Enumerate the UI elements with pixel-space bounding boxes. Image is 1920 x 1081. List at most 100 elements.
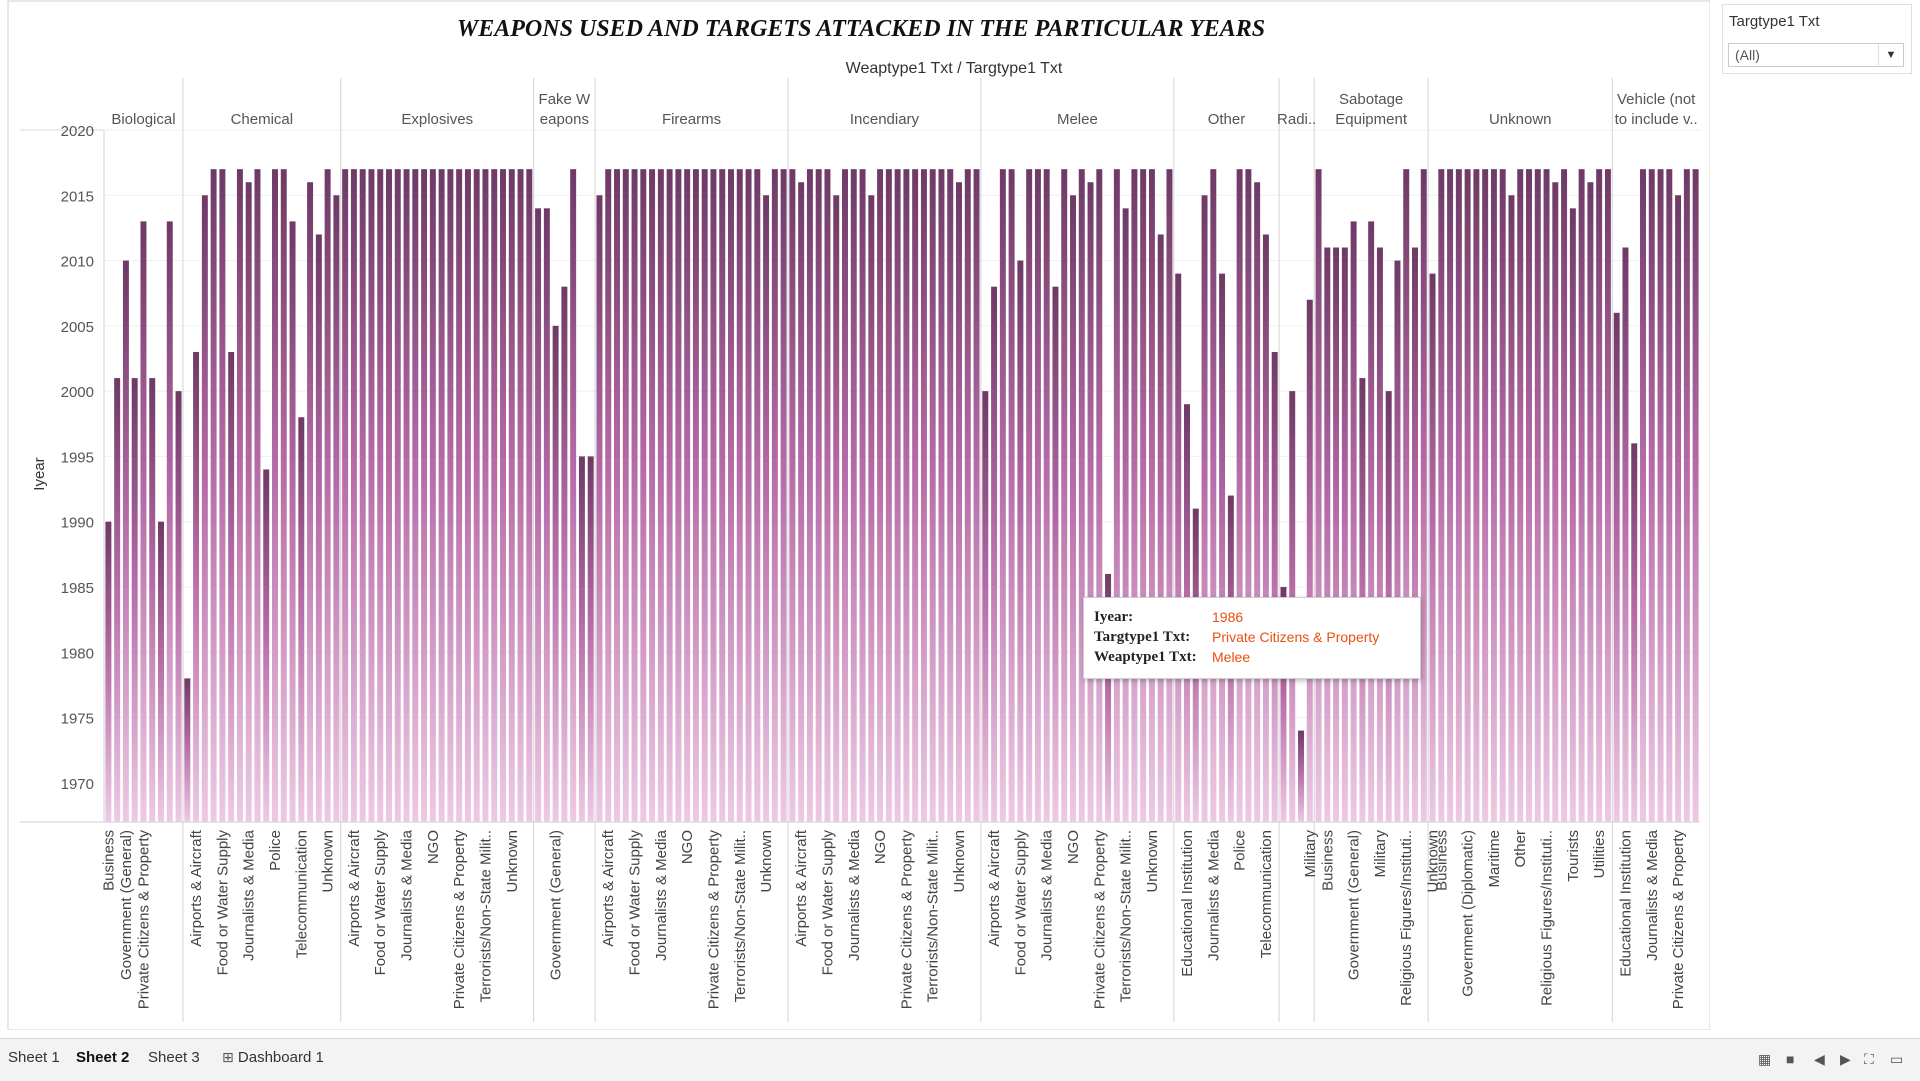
bar[interactable] xyxy=(947,169,954,823)
bar[interactable] xyxy=(552,325,559,822)
bar[interactable] xyxy=(307,182,314,822)
bar[interactable] xyxy=(929,169,936,823)
bar[interactable] xyxy=(1175,273,1182,822)
bar[interactable] xyxy=(1526,169,1532,823)
bar[interactable] xyxy=(324,169,331,823)
tab-sheet-2[interactable]: Sheet 2 xyxy=(76,1049,130,1066)
bar[interactable] xyxy=(903,169,910,823)
bar[interactable] xyxy=(1219,273,1226,822)
bar[interactable] xyxy=(1675,195,1682,822)
bar[interactable] xyxy=(1455,169,1462,823)
bar[interactable] xyxy=(982,391,989,822)
bar[interactable] xyxy=(245,182,252,822)
bar[interactable] xyxy=(842,169,848,823)
bar[interactable] xyxy=(1490,169,1497,823)
bar[interactable] xyxy=(675,169,682,823)
bar[interactable] xyxy=(166,221,173,822)
bar[interactable] xyxy=(1157,234,1164,823)
bar[interactable] xyxy=(131,378,138,822)
bar[interactable] xyxy=(1613,312,1620,822)
bar[interactable] xyxy=(1113,169,1120,823)
bar[interactable] xyxy=(508,169,515,823)
bar[interactable] xyxy=(500,169,506,823)
bar[interactable] xyxy=(1271,351,1278,822)
bar[interactable] xyxy=(1280,586,1287,822)
bar[interactable] xyxy=(1552,182,1559,822)
bar[interactable] xyxy=(464,169,471,823)
bar[interactable] xyxy=(789,169,796,823)
bar[interactable] xyxy=(1262,234,1269,823)
bar[interactable] xyxy=(333,195,340,822)
bar[interactable] xyxy=(1648,169,1655,823)
bar[interactable] xyxy=(1166,169,1173,823)
bar[interactable] xyxy=(298,417,305,822)
bar[interactable] xyxy=(868,195,875,822)
bar[interactable] xyxy=(254,169,261,823)
bar[interactable] xyxy=(1473,169,1480,823)
bar[interactable] xyxy=(1604,169,1611,823)
bar[interactable] xyxy=(999,169,1006,823)
bar[interactable] xyxy=(780,169,787,823)
bar[interactable] xyxy=(938,169,945,823)
bar[interactable] xyxy=(377,169,384,823)
bar[interactable] xyxy=(736,169,743,823)
bar[interactable] xyxy=(920,169,927,823)
bar[interactable] xyxy=(421,169,428,823)
bar[interactable] xyxy=(964,169,971,823)
bar[interactable] xyxy=(114,378,121,822)
bar[interactable] xyxy=(956,182,962,822)
bar[interactable] xyxy=(456,169,463,823)
next-sheet-icon[interactable]: ▶ xyxy=(1840,1051,1851,1067)
bar[interactable] xyxy=(1096,169,1103,823)
bar[interactable] xyxy=(596,195,603,822)
bar[interactable] xyxy=(105,521,112,822)
bar[interactable] xyxy=(763,195,770,822)
bar[interactable] xyxy=(850,169,857,823)
bar[interactable] xyxy=(1561,169,1568,823)
bar[interactable] xyxy=(587,456,594,822)
bar[interactable] xyxy=(1420,169,1427,823)
bar[interactable] xyxy=(657,169,664,823)
bar[interactable] xyxy=(1034,169,1041,823)
bar[interactable] xyxy=(1324,247,1331,823)
tab-dashboard-1[interactable]: ⊞ Dashboard 1 xyxy=(222,1049,324,1066)
bar[interactable] xyxy=(1438,169,1445,823)
fullscreen-icon[interactable]: ⛶ xyxy=(1864,1051,1874,1067)
target-type-filter-dropdown[interactable]: (All) ▼ xyxy=(1728,43,1904,67)
bar[interactable] xyxy=(201,195,208,822)
bar[interactable] xyxy=(710,169,717,823)
bar[interactable] xyxy=(1447,169,1454,823)
bar[interactable] xyxy=(482,169,489,823)
bar[interactable] xyxy=(771,169,778,823)
bar[interactable] xyxy=(1122,208,1129,823)
bar[interactable] xyxy=(342,169,349,823)
bar[interactable] xyxy=(1201,195,1208,822)
bar[interactable] xyxy=(806,169,813,823)
bar[interactable] xyxy=(526,169,533,823)
bar[interactable] xyxy=(1596,169,1603,823)
presentation-icon[interactable]: ▭ xyxy=(1890,1051,1904,1067)
bar[interactable] xyxy=(1341,247,1348,823)
bar[interactable] xyxy=(1298,730,1304,822)
bar[interactable] xyxy=(833,195,840,822)
grid-view-icon[interactable]: ▦ xyxy=(1758,1051,1772,1067)
bar[interactable] xyxy=(1008,169,1015,823)
bar[interactable] xyxy=(1052,286,1059,822)
bar[interactable] xyxy=(885,169,892,823)
bar[interactable] xyxy=(289,221,296,822)
bar[interactable] xyxy=(350,169,357,823)
bar[interactable] xyxy=(1508,195,1515,822)
bar[interactable] xyxy=(228,351,235,822)
bar[interactable] xyxy=(701,169,708,823)
bar[interactable] xyxy=(403,169,410,823)
bar[interactable] xyxy=(184,678,191,822)
bar[interactable] xyxy=(1543,169,1550,823)
bar[interactable] xyxy=(517,169,524,823)
bar[interactable] xyxy=(1394,260,1401,822)
bar[interactable] xyxy=(158,521,164,822)
bar[interactable] xyxy=(429,169,436,823)
bar[interactable] xyxy=(1631,443,1638,822)
bar[interactable] xyxy=(1666,169,1673,823)
bar[interactable] xyxy=(745,169,752,823)
bar[interactable] xyxy=(614,169,620,823)
